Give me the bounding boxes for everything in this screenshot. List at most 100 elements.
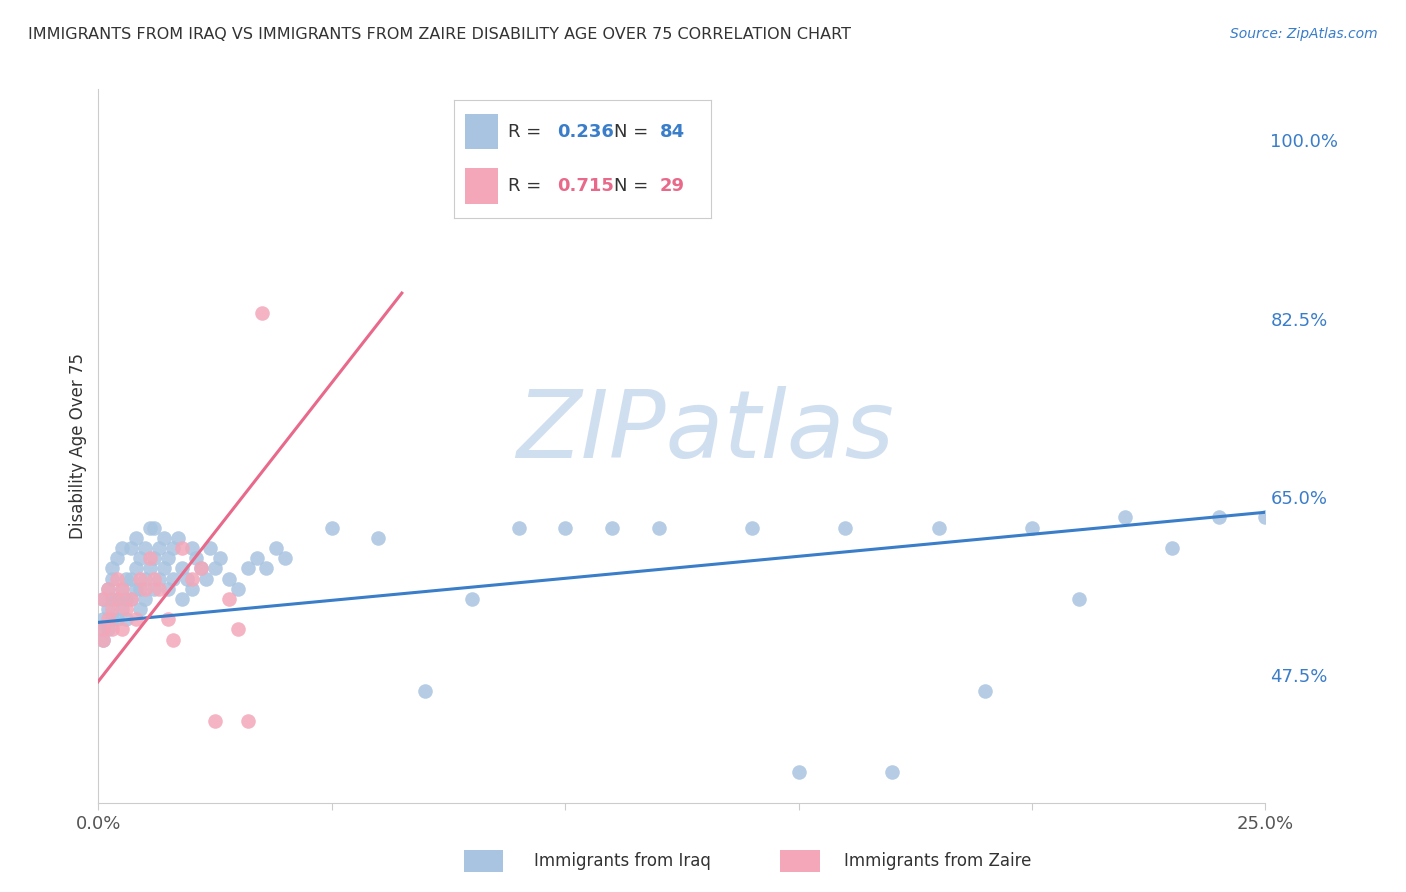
Point [105, 591, 128, 606]
Point [134, 582, 156, 596]
Point [600, 520, 623, 534]
Point [111, 602, 134, 616]
Point [172, 561, 194, 575]
Text: Immigrants from Zaire: Immigrants from Zaire [844, 852, 1031, 870]
Point [256, 561, 278, 575]
Point [250, 306, 273, 320]
Point [647, 520, 669, 534]
Point [97, 612, 120, 626]
Point [274, 551, 297, 566]
Point [139, 551, 162, 566]
Point [91, 591, 114, 606]
Point [91, 632, 114, 647]
Text: Source: ZipAtlas.com: Source: ZipAtlas.com [1230, 27, 1378, 41]
Point [120, 591, 142, 606]
Point [101, 612, 124, 626]
Point [264, 541, 287, 555]
Point [115, 591, 138, 606]
Point [120, 572, 142, 586]
Point [246, 551, 269, 566]
Point [143, 582, 166, 596]
Point [129, 551, 152, 566]
Point [208, 551, 231, 566]
Point [148, 582, 170, 596]
Point [105, 551, 128, 566]
Point [111, 623, 134, 637]
Point [111, 582, 134, 596]
Point [1208, 510, 1230, 524]
Point [834, 520, 856, 534]
Point [180, 541, 202, 555]
Point [194, 572, 217, 586]
Point [105, 572, 128, 586]
Point [157, 551, 180, 566]
Point [1021, 520, 1043, 534]
Point [120, 541, 142, 555]
Point [204, 714, 226, 729]
Point [101, 591, 124, 606]
Point [508, 520, 530, 534]
Point [190, 561, 212, 575]
Point [413, 683, 436, 698]
Point [974, 683, 997, 698]
Point [101, 602, 124, 616]
Point [97, 602, 120, 616]
Point [111, 582, 134, 596]
Point [162, 572, 184, 586]
Point [111, 541, 134, 555]
Point [129, 602, 152, 616]
Point [228, 582, 250, 596]
Point [143, 520, 166, 534]
Text: Immigrants from Iraq: Immigrants from Iraq [534, 852, 711, 870]
Point [162, 632, 184, 647]
Point [143, 572, 166, 586]
Point [180, 572, 202, 586]
Point [91, 591, 114, 606]
Point [143, 551, 166, 566]
Point [787, 765, 810, 780]
Point [97, 582, 120, 596]
Point [172, 591, 194, 606]
Point [125, 531, 148, 545]
Point [200, 541, 222, 555]
Point [148, 572, 170, 586]
Y-axis label: Disability Age Over 75: Disability Age Over 75 [69, 353, 87, 539]
Point [1114, 510, 1136, 524]
Point [218, 591, 240, 606]
Point [97, 623, 120, 637]
Point [91, 623, 114, 637]
Point [115, 572, 138, 586]
Point [125, 561, 148, 575]
Text: IMMIGRANTS FROM IRAQ VS IMMIGRANTS FROM ZAIRE DISABILITY AGE OVER 75 CORRELATION: IMMIGRANTS FROM IRAQ VS IMMIGRANTS FROM … [28, 27, 851, 42]
Point [91, 632, 114, 647]
Point [125, 612, 148, 626]
Point [139, 520, 162, 534]
Point [1067, 591, 1090, 606]
Point [204, 561, 226, 575]
Point [166, 531, 188, 545]
Point [218, 572, 240, 586]
Point [148, 541, 170, 555]
Point [129, 572, 152, 586]
Point [741, 520, 763, 534]
Point [190, 561, 212, 575]
Point [115, 602, 138, 616]
Point [101, 561, 124, 575]
Point [152, 531, 174, 545]
Point [461, 591, 484, 606]
Point [101, 623, 124, 637]
Point [91, 612, 114, 626]
Point [97, 582, 120, 596]
Point [162, 541, 184, 555]
Point [134, 572, 156, 586]
Point [367, 531, 389, 545]
Point [129, 582, 152, 596]
Point [125, 582, 148, 596]
Point [236, 714, 259, 729]
Point [236, 561, 259, 575]
Point [91, 623, 114, 637]
Point [157, 612, 180, 626]
Point [228, 623, 250, 637]
Point [105, 612, 128, 626]
Point [152, 561, 174, 575]
